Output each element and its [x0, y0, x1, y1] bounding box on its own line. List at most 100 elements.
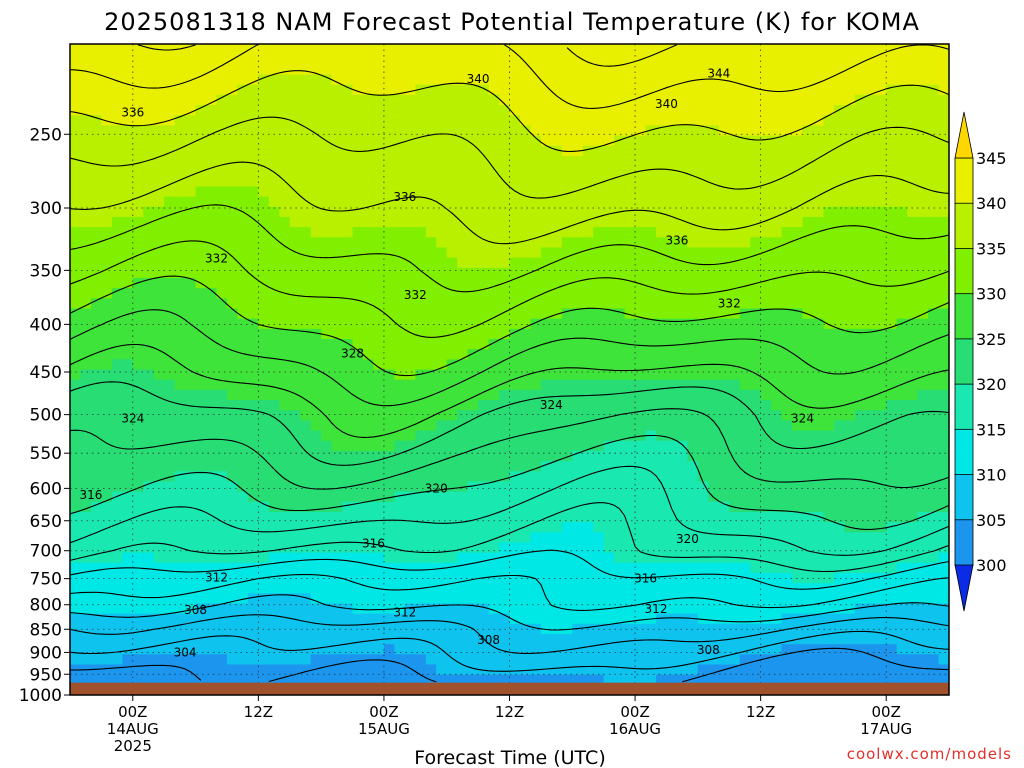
heatmap-cell: [331, 84, 343, 238]
heatmap-cell: [310, 44, 322, 76]
heatmap-cell: [718, 247, 730, 320]
heatmap-cell: [812, 216, 825, 320]
heatmap-cell: [321, 338, 333, 442]
heatmap-cell: [729, 623, 741, 666]
heatmap-cell: [844, 613, 856, 645]
heatmap-cell: [488, 400, 500, 482]
heatmap-cell: [624, 379, 636, 442]
heatmap-cell: [153, 44, 165, 126]
heatmap-cell: [268, 206, 280, 330]
heatmap-cell: [676, 440, 688, 564]
contour-label: 336: [665, 233, 688, 247]
heatmap-cell: [729, 247, 741, 320]
heatmap-cell: [833, 644, 845, 695]
heatmap-cell: [687, 379, 699, 462]
heatmap-cell: [457, 603, 469, 676]
heatmap-cell: [415, 227, 427, 371]
heatmap-cell: [436, 44, 448, 86]
heatmap-cell: [656, 44, 668, 126]
heatmap-cell: [886, 644, 898, 695]
heatmap-cell: [645, 125, 657, 228]
heatmap-cell: [823, 583, 835, 615]
heatmap-cell: [404, 603, 416, 655]
y-tick-label: 550: [30, 444, 62, 464]
heatmap-cell: [363, 227, 375, 360]
heatmap-cell: [551, 318, 563, 381]
colorbar-label: 320: [976, 375, 1007, 394]
heatmap-cell: [739, 44, 751, 137]
x-tick-label: 15AUG: [358, 720, 410, 738]
heatmap-cell: [624, 440, 636, 564]
y-axis: 250 300 350 400 450 500 550 600 650 700 750 800 850 9…: [19, 125, 70, 706]
y-tick-label: 600: [30, 479, 62, 499]
heatmap-cell: [635, 135, 647, 228]
heatmap-cell: [938, 511, 949, 554]
heatmap-cell: [624, 135, 636, 228]
heatmap-cell: [812, 430, 825, 513]
heatmap-cell: [833, 522, 845, 574]
heatmap-cell: [645, 227, 657, 320]
heatmap-cell: [687, 613, 699, 676]
heatmap-cell: [90, 115, 102, 228]
heatmap-cell: [499, 267, 511, 340]
heatmap-cell: [446, 420, 458, 493]
heatmap-cell: [268, 400, 280, 513]
heatmap-cell: [865, 572, 877, 605]
heatmap-cell: [363, 450, 375, 503]
heatmap-cell: [101, 44, 113, 126]
heatmap-cell: [122, 216, 134, 289]
heatmap-cell: [111, 664, 123, 695]
heatmap-cell: [739, 623, 751, 655]
heatmap-cell: [394, 613, 406, 655]
heatmap-cell: [300, 511, 312, 554]
contour-label: 324: [540, 398, 563, 412]
heatmap-cell: [90, 613, 102, 666]
heatmap-cell: [551, 532, 563, 635]
heatmap-cell: [80, 44, 92, 116]
heatmap-cell: [603, 440, 615, 554]
heatmap-cell: [216, 298, 228, 391]
heatmap-cell: [928, 216, 940, 310]
heatmap-cell: [624, 318, 636, 381]
heatmap-cell: [383, 44, 395, 96]
y-tick-label: 400: [30, 315, 62, 335]
heatmap-cell: [394, 379, 406, 442]
heatmap-cell: [844, 328, 856, 421]
contour-label: 328: [341, 347, 364, 361]
heatmap-cell: [509, 257, 521, 330]
heatmap-cell: [415, 44, 427, 86]
heatmap-cell: [792, 227, 804, 310]
heatmap-cell: [373, 654, 385, 695]
x-tick-label: 00Z: [872, 703, 901, 721]
heatmap-cell: [530, 44, 542, 137]
heatmap-cell: [164, 481, 176, 564]
heatmap-cell: [237, 44, 249, 86]
contour-label: 316: [79, 488, 102, 502]
heatmap-cell: [174, 613, 186, 655]
heatmap-cell: [896, 654, 908, 695]
x-tick-label: 17AUG: [860, 720, 912, 738]
heatmap-cell: [635, 623, 647, 686]
heatmap-cell: [823, 44, 835, 116]
y-tick-label: 250: [30, 125, 62, 145]
heatmap-cell: [781, 308, 793, 421]
heatmap-cell: [300, 420, 312, 513]
heatmap-cell: [289, 511, 301, 554]
heatmap-cell: [561, 379, 573, 462]
heatmap-cell: [258, 501, 270, 564]
heatmap-cell: [540, 145, 552, 249]
y-tick-label: 350: [30, 261, 62, 281]
heatmap-cell: [697, 44, 709, 126]
colorbar: 345 340 335 330 325 320 315 310 305 300: [954, 111, 1007, 612]
heatmap-cell: [352, 654, 364, 695]
heatmap-cell: [781, 227, 793, 310]
heatmap-cell: [394, 654, 406, 695]
heatmap-cell: [279, 552, 291, 594]
heatmap-cell: [844, 44, 856, 106]
heatmap-cell: [132, 277, 144, 371]
colorbar-bottom-arrow: [954, 564, 974, 612]
heatmap-cell: [854, 572, 866, 605]
heatmap-cell: [708, 501, 720, 564]
heatmap-cell: [425, 430, 437, 493]
heatmap-cell: [394, 227, 406, 381]
